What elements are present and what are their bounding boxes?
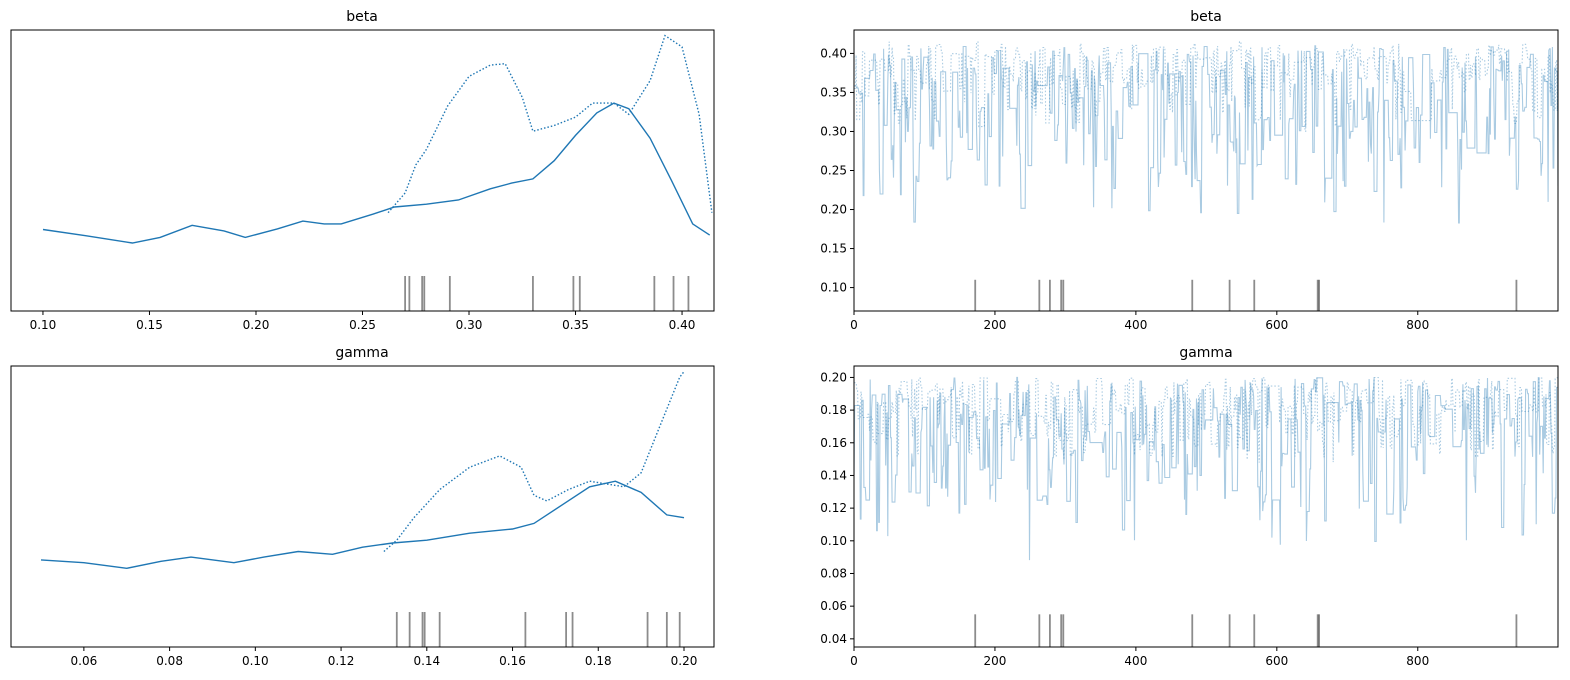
beta-density-x-tick-label: 0.40 xyxy=(669,318,696,332)
beta-trace-x-tick-label: 600 xyxy=(1265,318,1288,332)
beta-trace-y-tick-label: 0.30 xyxy=(820,124,847,138)
beta-density-x-tick-label: 0.20 xyxy=(243,318,270,332)
gamma-trace-y-tick-label: 0.10 xyxy=(820,534,847,548)
gamma-density-x-tick-label: 0.18 xyxy=(585,654,612,668)
gamma-density-x-tick-label: 0.16 xyxy=(499,654,526,668)
gamma-trace-y-tick-label: 0.04 xyxy=(820,632,847,646)
gamma-trace-y-tick-label: 0.14 xyxy=(820,468,847,482)
beta-density-series-chain-2 xyxy=(387,34,713,214)
gamma-density-axes-frame xyxy=(10,365,715,648)
gamma-density-x-tick-label: 0.06 xyxy=(71,654,98,668)
gamma-trace-x-tick-label: 0 xyxy=(850,654,858,668)
gamma-density-x-tick-label: 0.20 xyxy=(671,654,698,668)
beta-density-x-tick-label: 0.25 xyxy=(349,318,376,332)
gamma-trace-y-tick-label: 0.16 xyxy=(820,436,847,450)
beta-density-x-tick-label: 0.30 xyxy=(456,318,483,332)
beta-trace-title: beta xyxy=(1190,9,1222,25)
gamma-density-series-chain-1 xyxy=(40,480,685,570)
gamma-density-series-chain-2 xyxy=(383,371,685,553)
beta-density-x-tick-label: 0.10 xyxy=(30,318,57,332)
gamma-density-x-tick-label: 0.12 xyxy=(328,654,355,668)
gamma-trace-series-chain-2 xyxy=(854,376,1558,463)
gamma-trace-x-tick-label: 400 xyxy=(1124,654,1147,668)
beta-trace-x-tick-label: 400 xyxy=(1124,318,1147,332)
beta-density-title: beta xyxy=(346,9,378,25)
gamma-density-title: gamma xyxy=(335,345,388,361)
gamma-density-panel: gamma 0.06 0.08 0.10 0.12 0.14 0.16 0.18 0.20 xyxy=(10,345,715,668)
gamma-density-x-tick-label: 0.14 xyxy=(413,654,440,668)
beta-trace-y-tick-label: 0.40 xyxy=(820,46,847,60)
beta-trace-y-tick-label: 0.35 xyxy=(820,85,847,99)
beta-trace-plot-area xyxy=(854,41,1558,224)
beta-trace-series-chain-2 xyxy=(854,41,1558,132)
beta-trace-y-tick-label: 0.25 xyxy=(820,164,847,178)
gamma-trace-title: gamma xyxy=(1179,345,1232,361)
gamma-trace-y-tick-label: 0.18 xyxy=(820,403,847,417)
beta-trace-x-tick-label: 200 xyxy=(983,318,1006,332)
gamma-trace-series-chain-1 xyxy=(854,376,1558,561)
beta-density-x-tick-label: 0.15 xyxy=(136,318,163,332)
gamma-trace-panel: gamma 0 200 400 600 800 0.04 0.06 0.08 0.10 0.12 0… xyxy=(820,345,1559,668)
beta-trace-y-tick-label: 0.15 xyxy=(820,242,847,256)
beta-density-series-chain-1 xyxy=(42,102,711,244)
beta-trace-panel: beta 0 200 400 600 800 0.10 0.15 0.20 0.25 0.30 0.… xyxy=(820,9,1559,332)
beta-density-panel: beta 0.10 0.15 0.20 0.25 0.30 0.35 0.40 xyxy=(10,9,715,332)
gamma-trace-y-tick-label: 0.06 xyxy=(820,599,847,613)
beta-density-plot-area xyxy=(42,34,713,244)
gamma-trace-y-tick-label: 0.12 xyxy=(820,501,847,515)
gamma-density-plot-area xyxy=(40,371,685,570)
gamma-trace-x-tick-label: 600 xyxy=(1265,654,1288,668)
beta-trace-x-tick-label: 0 xyxy=(850,318,858,332)
gamma-density-x-tick-label: 0.08 xyxy=(156,654,183,668)
gamma-density-x-tick-label: 0.10 xyxy=(242,654,269,668)
beta-trace-series-chain-1 xyxy=(854,45,1558,224)
gamma-trace-y-tick-label: 0.20 xyxy=(820,370,847,384)
beta-trace-y-tick-label: 0.20 xyxy=(820,203,847,217)
beta-trace-y-tick-label: 0.10 xyxy=(820,281,847,295)
gamma-trace-axes-frame xyxy=(853,365,1559,648)
gamma-trace-y-tick-label: 0.08 xyxy=(820,566,847,580)
beta-density-x-tick-label: 0.35 xyxy=(562,318,589,332)
beta-trace-x-tick-label: 800 xyxy=(1406,318,1429,332)
gamma-trace-plot-area xyxy=(854,376,1558,561)
gamma-trace-x-tick-label: 200 xyxy=(983,654,1006,668)
beta-density-axes-frame xyxy=(10,29,715,312)
gamma-trace-x-tick-label: 800 xyxy=(1406,654,1429,668)
